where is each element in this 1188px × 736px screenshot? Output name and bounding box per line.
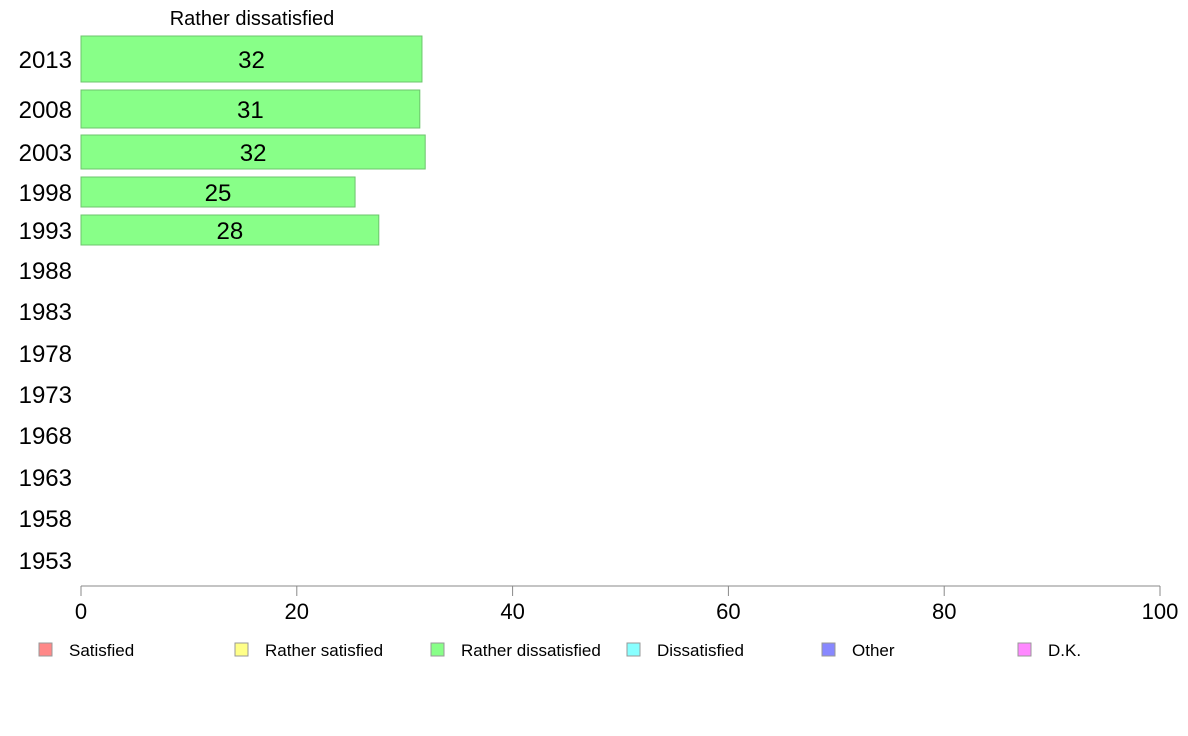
x-tick-label-40: 40: [500, 599, 524, 624]
bar-2008: [80, 89, 421, 129]
x-tick-label-20: 20: [285, 599, 309, 624]
year-label-2008: 2008: [19, 97, 72, 124]
legend-label-rather-dissatisfied: Rather dissatisfied: [461, 641, 601, 660]
bar-value-label-2003: 32: [240, 140, 267, 167]
year-label-1983: 1983: [19, 299, 72, 326]
bar-2003: [80, 134, 426, 170]
legend-swatch-satisfied: [38, 642, 53, 657]
legend-swatch-rather-dissatisfied: [430, 642, 445, 657]
x-axis: 0 20 40 60 80 100: [75, 585, 1179, 624]
x-tick-label-100: 100: [1142, 599, 1179, 624]
legend-swatch-dissatisfied: [626, 642, 641, 657]
bars: [80, 35, 426, 246]
bar-1998: [80, 176, 356, 208]
bar-value-label-2008: 31: [237, 97, 264, 124]
year-label-2013: 2013: [19, 47, 72, 74]
bar-labels: 32 31 32 25 28: [205, 47, 267, 245]
year-label-1968: 1968: [19, 423, 72, 450]
legend-label-dissatisfied: Dissatisfied: [657, 641, 744, 660]
bar-value-label-2013: 32: [238, 47, 265, 74]
legend-label-other: Other: [852, 641, 895, 660]
year-label-1988: 1988: [19, 258, 72, 285]
legend-swatch-other: [821, 642, 836, 657]
legend-swatch-rather-satisfied: [234, 642, 249, 657]
year-label-1963: 1963: [19, 465, 72, 492]
bar-value-label-1993: 28: [217, 218, 244, 245]
year-label-1993: 1993: [19, 218, 72, 245]
year-label-1978: 1978: [19, 341, 72, 368]
legend-label-d-k: D.K.: [1048, 641, 1081, 660]
x-tick-label-80: 80: [932, 599, 956, 624]
legend: Satisfied Rather satisfied Rather dissatis…: [38, 641, 1081, 660]
year-label-1998: 1998: [19, 180, 72, 207]
year-label-1953: 1953: [19, 548, 72, 575]
legend-label-satisfied: Satisfied: [69, 641, 134, 660]
x-tick-label-60: 60: [716, 599, 740, 624]
bar-2013: [80, 35, 423, 83]
year-labels: 2013 2008 2003 1998 1993 1988 1983 1978 1973 1968…: [19, 47, 72, 575]
x-tick-label-0: 0: [75, 599, 87, 624]
year-label-2003: 2003: [19, 140, 72, 167]
year-label-1958: 1958: [19, 506, 72, 533]
bar-1993: [80, 214, 380, 246]
bar-value-label-1998: 25: [205, 180, 232, 207]
legend-label-rather-satisfied: Rather satisfied: [265, 641, 383, 660]
chart-title: Rather dissatisfied: [170, 8, 335, 30]
legend-swatch-d-k: [1017, 642, 1032, 657]
year-label-1973: 1973: [19, 382, 72, 409]
